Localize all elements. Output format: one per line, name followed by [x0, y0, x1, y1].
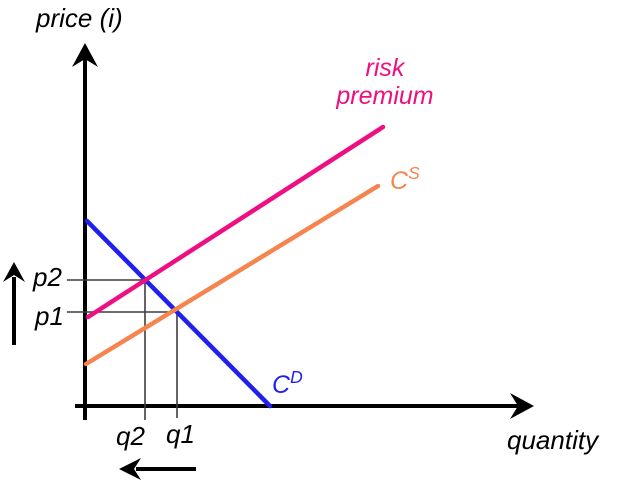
risk-premium-label: risk premium: [325, 54, 445, 110]
demand-curve: [84, 218, 273, 409]
demand-curve-label-base: C: [272, 371, 291, 399]
demand-curve-label: CD: [272, 368, 303, 399]
risk-premium-label-line2: premium: [336, 82, 434, 110]
supply-curve-label-base: C: [390, 167, 409, 195]
q2-label: q2: [116, 421, 145, 451]
risk-premium-curve: [85, 124, 386, 320]
supply-curve-label: CS: [390, 164, 420, 195]
supply-curve-label-sup: S: [408, 163, 420, 184]
quantity-axis-label: quantity: [507, 425, 599, 455]
q1-label: q1: [166, 419, 195, 449]
supply-curve: [83, 183, 381, 367]
quantity-left-arrow-icon: [119, 458, 141, 480]
y-axis-arrowhead-icon: [72, 43, 98, 67]
p1-label: p1: [35, 301, 64, 331]
p2-label: p2: [33, 262, 62, 292]
x-axis-arrowhead-icon: [510, 393, 534, 419]
demand-curve-label-sup: D: [290, 367, 303, 388]
price-axis-label: price (i): [36, 3, 123, 33]
risk-premium-label-line1: risk: [365, 54, 405, 82]
price-up-arrow-icon: [3, 262, 25, 282]
